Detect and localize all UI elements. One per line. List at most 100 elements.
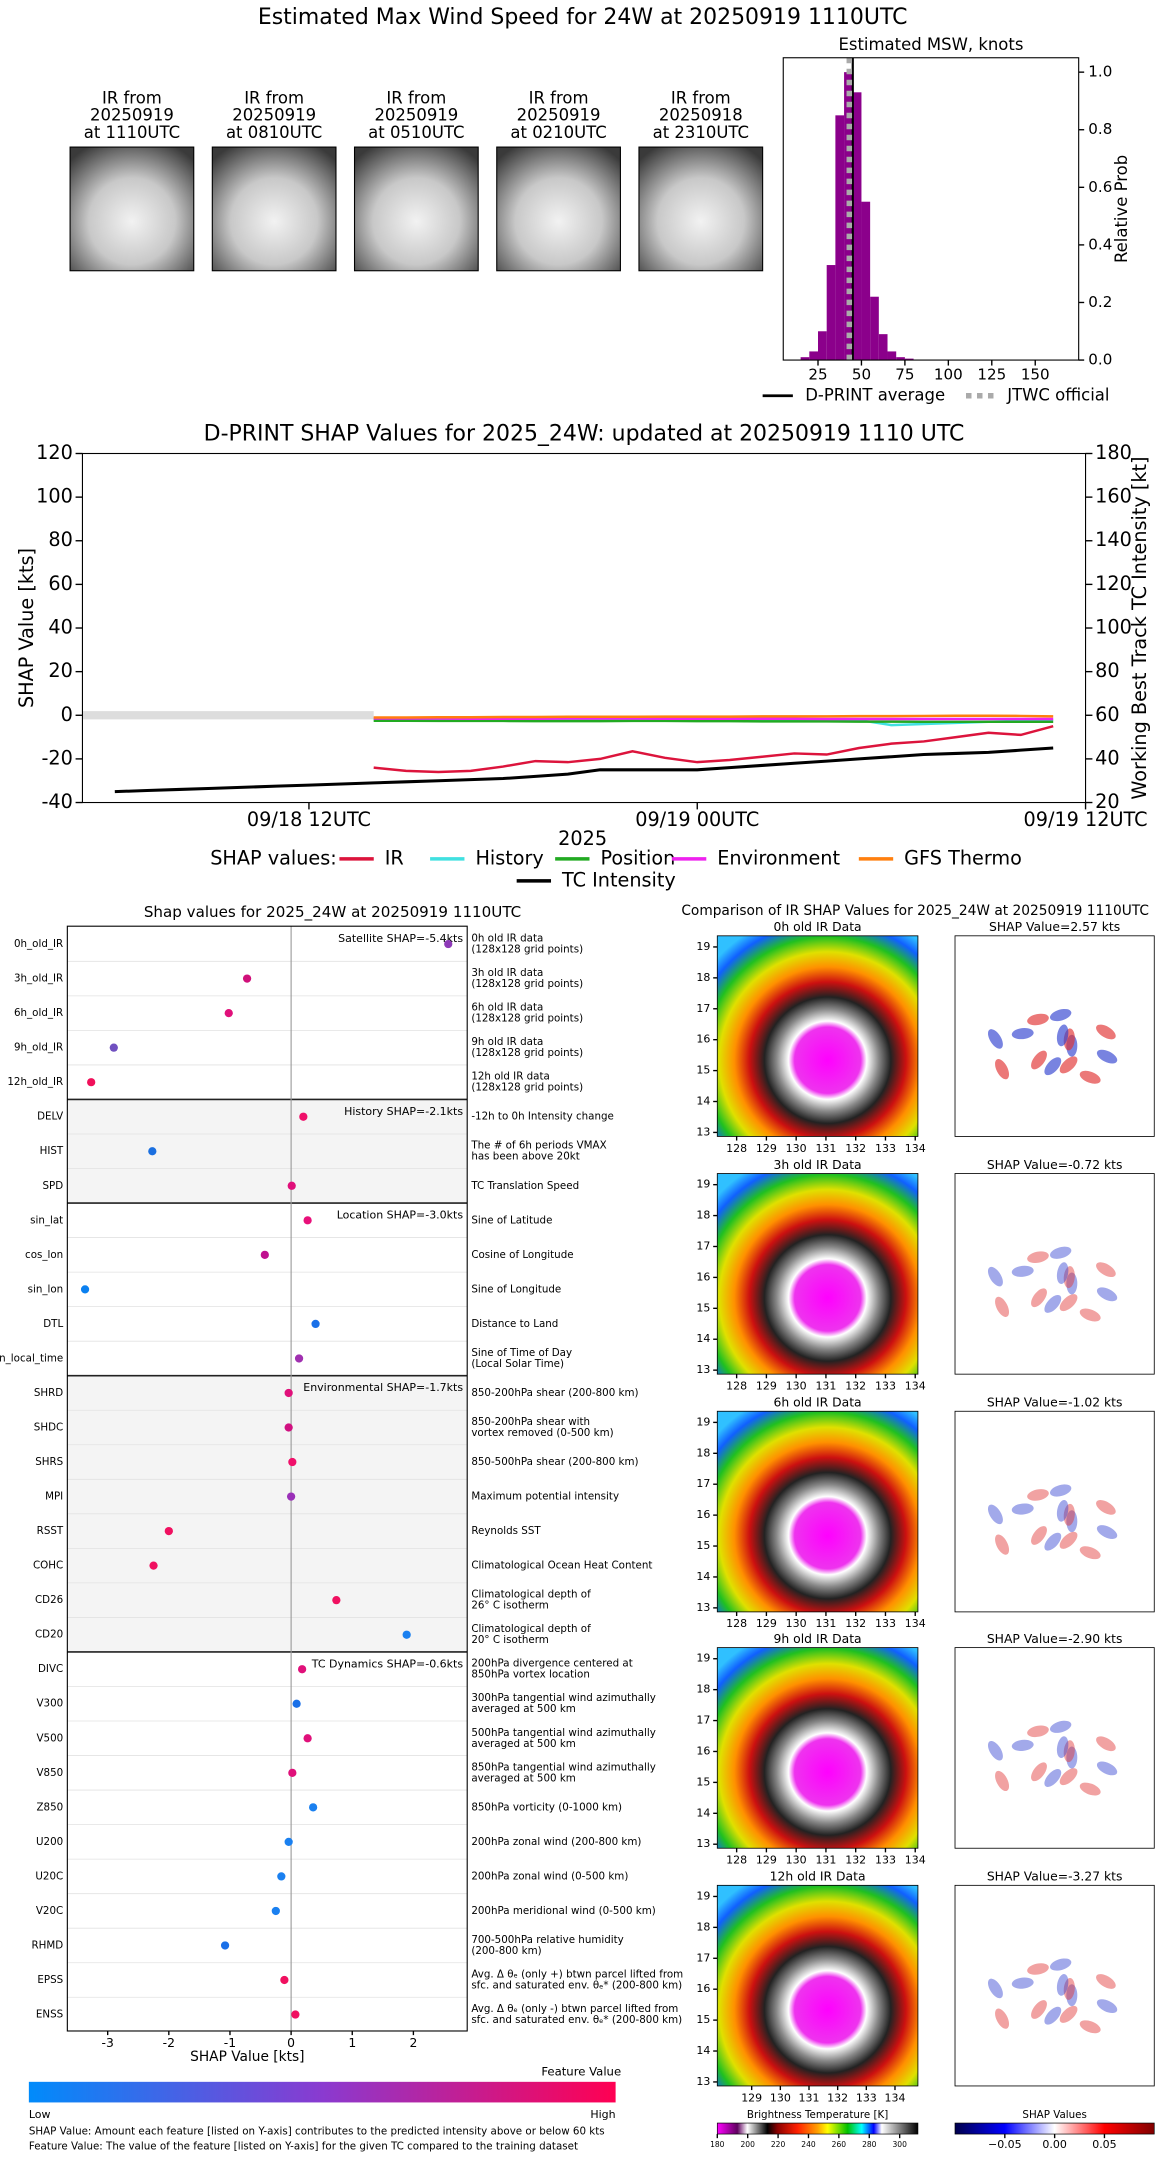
shap-dot (332, 1596, 341, 1605)
shap-pattern (1049, 1008, 1072, 1022)
shap-pattern (1044, 1532, 1062, 1551)
shap-pattern (1066, 1510, 1078, 1533)
lat-tick-label: 16 (696, 1033, 710, 1046)
shap-pattern (1079, 1070, 1101, 1084)
shap-panel-title: SHAP Value=-3.27 kts (987, 1870, 1123, 1884)
group-band (67, 1099, 468, 1204)
lon-tick-label: 130 (786, 1142, 807, 1155)
lat-tick-label: 13 (696, 1601, 710, 1614)
shap-pattern (1031, 2000, 1047, 2019)
feature-description: 26° C isotherm (471, 1600, 549, 1612)
feature-description: Climatological Ocean Heat Content (471, 1560, 652, 1572)
shap-dot (299, 1112, 308, 1121)
feature-name: 3h_old_IR (14, 973, 63, 985)
feature-description: 850hPa vorticity (0-1000 km) (471, 1801, 622, 1813)
lon-tick-label: 131 (815, 1854, 836, 1867)
bar (870, 296, 879, 361)
shap-colorbar-tick-label: −0.05 (988, 2138, 1022, 2151)
bar (826, 265, 836, 361)
lat-tick-label: 16 (696, 1982, 710, 1995)
feature-name: cos_lon (25, 1249, 63, 1261)
y2-tick-label: 100 (1095, 616, 1132, 639)
feature-name: SHDC (34, 1422, 63, 1434)
shap-pattern (1031, 1288, 1047, 1308)
bt-colorbar-tick-label: 280 (862, 2140, 877, 2149)
lat-tick-label: 18 (696, 1446, 710, 1459)
bar (852, 92, 862, 361)
legend-label: D-PRINT average (805, 385, 945, 404)
feature-description: 200hPa zonal wind (200-800 km) (471, 1836, 641, 1848)
lon-tick-label: 129 (741, 2091, 762, 2104)
feature-name: U20C (35, 1870, 63, 1882)
y-tick-label: 0.4 (1088, 235, 1112, 253)
y-tick-label: 20 (48, 659, 72, 682)
x-tick-label: -2 (163, 2036, 175, 2050)
shap-pattern (987, 1740, 1003, 1761)
colorbar-high: High (590, 2108, 615, 2121)
shap-dot (149, 1561, 158, 1570)
shap-image (954, 1410, 1155, 1613)
feature-description: Climatological depth of (471, 1623, 591, 1635)
feature-colorbar (28, 2081, 616, 2103)
feature-name: CD20 (35, 1629, 63, 1641)
y2-tick-label: 20 (1095, 790, 1119, 813)
shap-pattern (1059, 2005, 1078, 2023)
feature-name: V500 (37, 1732, 64, 1744)
series-line (373, 724, 1054, 774)
lon-tick-label: 128 (726, 1142, 747, 1155)
bt-colorbar-tick-label: 200 (740, 2140, 755, 2149)
plot-frame (66, 925, 468, 2032)
shap-dot (277, 1872, 286, 1881)
group-title: Satellite SHAP=-5.4kts (338, 932, 463, 945)
thumbnail-caption: at 0210UTC (510, 123, 606, 142)
shap-pattern (1011, 1977, 1034, 1989)
bar (809, 351, 819, 361)
y-tick-label: 80 (48, 528, 72, 551)
lat-tick-label: 15 (696, 1064, 710, 1077)
colorbar-label: Feature Value (541, 2065, 621, 2079)
shap-pattern (1031, 1050, 1047, 1070)
y2-tick-label: 180 (1095, 441, 1132, 464)
ir-image (716, 935, 919, 1137)
figure-title: Estimated Max Wind Speed for 24W at 2025… (258, 5, 908, 30)
thumbnail-caption: 20250919 (90, 106, 174, 125)
lat-tick-label: 14 (696, 2044, 710, 2057)
lat-tick-label: 13 (696, 2075, 710, 2088)
shap-pattern (1011, 1503, 1034, 1515)
feature-description: (200-800 km) (471, 1945, 541, 1957)
shap-pattern (1096, 1525, 1118, 1539)
feature-description: 500hPa tangential wind azimuthally (471, 1727, 656, 1739)
feature-description: (128x128 grid points) (471, 1082, 583, 1094)
y-tick-label: 0.6 (1088, 178, 1112, 196)
ir-thumbnail (496, 146, 621, 272)
lon-tick-label: 133 (856, 2091, 877, 2104)
x-tick-label: 125 (977, 366, 1006, 384)
lat-tick-label: 17 (696, 1477, 710, 1490)
ir-thumbnail (211, 146, 337, 272)
feature-description: 6h old IR data (471, 1002, 543, 1014)
comparison-title: Comparison of IR SHAP Values for 2025_24… (681, 903, 1149, 919)
lon-tick-label: 128 (726, 1617, 747, 1630)
lat-tick-label: 13 (696, 1363, 710, 1376)
lat-tick-label: 14 (696, 1332, 710, 1345)
shap-pattern (1096, 1049, 1118, 1064)
shap-pattern (1066, 1272, 1078, 1295)
ir-image (716, 1647, 919, 1849)
shap-pattern (1044, 2006, 1062, 2025)
bar (861, 201, 871, 361)
feature-name: Z850 (36, 1801, 63, 1813)
feature-description: 200hPa meridional wind (0-500 km) (471, 1905, 655, 1917)
lat-tick-label: 18 (696, 971, 710, 984)
shap-pattern (1056, 1499, 1069, 1522)
feature-description: averaged at 500 km (471, 1738, 576, 1750)
lon-tick-label: 133 (875, 1617, 896, 1630)
shap-dot (402, 1630, 411, 1639)
y-tick-label: -20 (41, 746, 72, 769)
lon-tick-label: 130 (786, 1854, 807, 1867)
shap-pattern (1011, 1265, 1034, 1277)
shap-pattern (1027, 1251, 1049, 1263)
lat-tick-label: 19 (696, 1889, 710, 1902)
thumbnail-caption: 20250919 (517, 106, 601, 125)
lon-tick-label: 132 (827, 2091, 848, 2104)
feature-description: Sine of Longitude (471, 1283, 561, 1295)
